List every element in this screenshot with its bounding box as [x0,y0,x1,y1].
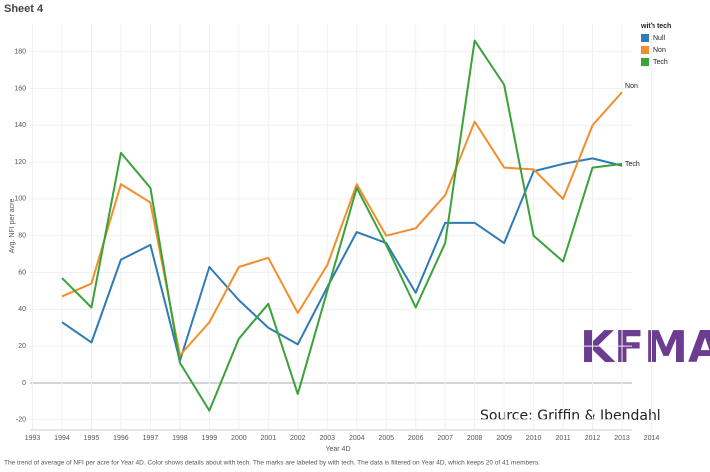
x-tick-label: 2014 [644,435,660,442]
legend-label: Tech [653,59,668,66]
caption: The trend of average of NFI per acre for… [4,460,540,467]
series-line [61,91,623,357]
y-tick-label: 0 [22,380,26,387]
x-tick-label: 2003 [319,435,335,442]
y-tick-label: 160 [14,85,26,92]
series-line [61,39,623,412]
series-line [61,157,623,362]
x-tick-label: 1995 [84,435,100,442]
legend-label: Non [653,47,666,54]
end-label: Tech [625,161,640,168]
chart-title: Sheet 4 [4,3,44,15]
y-tick-label: 20 [18,343,26,350]
y-tick-label: 100 [14,196,26,203]
x-tick-label: 2013 [614,435,630,442]
x-tick-label: 2000 [231,435,247,442]
x-tick-label: 2007 [437,435,453,442]
y-tick-label: 60 [18,269,26,276]
x-tick-label: 2002 [290,435,306,442]
y-tick-label: 180 [14,48,26,55]
y-tick-label: -20 [16,417,26,424]
legend-label: Null [653,35,666,42]
x-tick-label: 2011 [556,435,571,442]
x-tick-label: 1998 [172,435,188,442]
x-tick-label: 2012 [585,435,601,442]
y-tick-label: 120 [14,159,26,166]
legend-swatch [641,58,649,66]
logo: KFMA [580,322,710,373]
legend-swatch [641,46,649,54]
x-tick-label: 1993 [25,435,41,442]
legend-title: with tech [640,23,671,30]
x-tick-label: 2005 [378,435,394,442]
x-tick-label: 2006 [408,435,424,442]
x-tick-label: 2004 [349,435,365,442]
x-tick-label: 2001 [261,435,277,442]
source: Source: Griffin & Ibendahl [480,408,661,424]
y-tick-label: 140 [14,122,26,129]
x-tick-label: 1994 [54,435,70,442]
y-axis-label: Avg. NFI per acre [9,199,16,254]
x-tick-label: 1997 [143,435,159,442]
y-tick-label: 40 [18,306,26,313]
x-tick-label: 2010 [526,435,542,442]
x-tick-label: 2009 [496,435,512,442]
x-tick-label: 2008 [467,435,483,442]
x-tick-label: 1999 [202,435,218,442]
y-tick-label: 80 [18,233,26,240]
x-axis-label: Year 4D [325,446,350,453]
x-tick-label: 1996 [113,435,129,442]
end-label: Non [625,83,638,90]
legend-swatch [641,34,649,42]
